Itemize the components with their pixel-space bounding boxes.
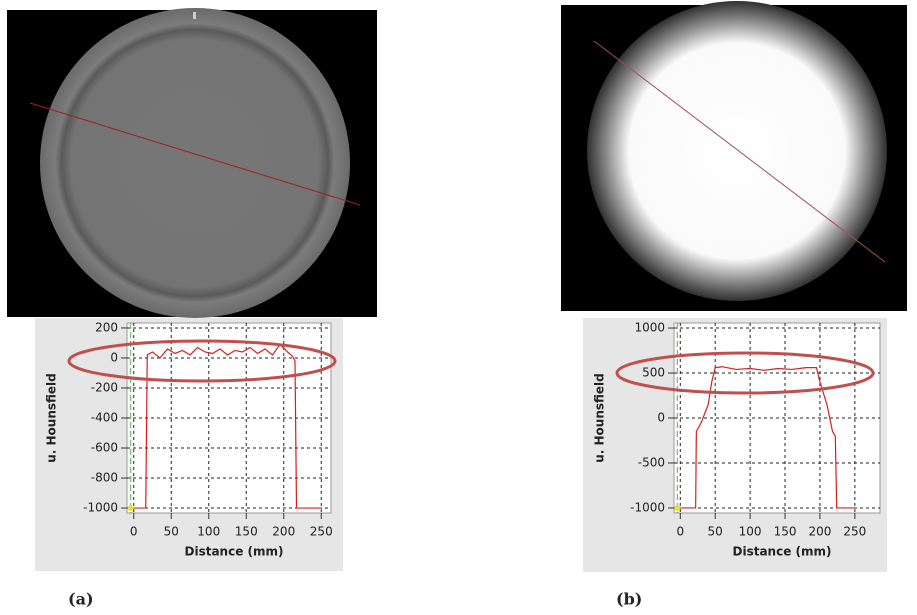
x-tick-label: 50 bbox=[164, 525, 179, 539]
y-tick-label: -500 bbox=[638, 455, 665, 469]
profile-line bbox=[680, 366, 855, 509]
ct-image-a bbox=[7, 8, 377, 318]
x-tick-label: 150 bbox=[235, 525, 258, 539]
y-tick-label: -200 bbox=[91, 380, 118, 394]
y-tick-label: 0 bbox=[110, 350, 118, 364]
x-tick-label: 100 bbox=[739, 525, 762, 539]
x-tick-label: 0 bbox=[676, 525, 684, 539]
cursor-point bbox=[127, 505, 134, 511]
y-tick-label: -1000 bbox=[83, 501, 118, 515]
ct-image-b bbox=[561, 1, 907, 311]
x-tick-label: 0 bbox=[130, 525, 138, 539]
y-axis-title: u. Hounsfield bbox=[45, 373, 59, 463]
highlight-ellipse bbox=[67, 339, 337, 383]
panel-label: (b) bbox=[616, 590, 642, 609]
y-tick-label: -800 bbox=[91, 471, 118, 485]
y-tick-label: -1000 bbox=[630, 500, 665, 514]
x-tick-label: 200 bbox=[272, 525, 295, 539]
y-axis-title: u. Hounsfield bbox=[593, 373, 607, 463]
highlight-ellipse bbox=[615, 351, 875, 395]
y-tick-label: -400 bbox=[91, 411, 118, 425]
y-tick-label: 0 bbox=[657, 411, 665, 425]
y-tick-label: -600 bbox=[91, 441, 118, 455]
x-tick-label: 250 bbox=[310, 525, 333, 539]
panel-label: (a) bbox=[68, 590, 94, 609]
x-axis-title: Distance (mm) bbox=[733, 545, 832, 559]
y-tick-label: 500 bbox=[642, 366, 665, 380]
x-axis-title: Distance (mm) bbox=[185, 545, 284, 559]
x-tick-label: 50 bbox=[708, 525, 723, 539]
x-tick-label: 200 bbox=[808, 525, 831, 539]
cursor-point bbox=[674, 505, 681, 511]
y-tick-label: 1000 bbox=[634, 321, 665, 335]
profile-line bbox=[133, 343, 322, 509]
y-tick-label: 200 bbox=[95, 320, 118, 334]
x-tick-label: 150 bbox=[774, 525, 797, 539]
x-tick-label: 250 bbox=[843, 525, 866, 539]
x-tick-label: 100 bbox=[197, 525, 220, 539]
